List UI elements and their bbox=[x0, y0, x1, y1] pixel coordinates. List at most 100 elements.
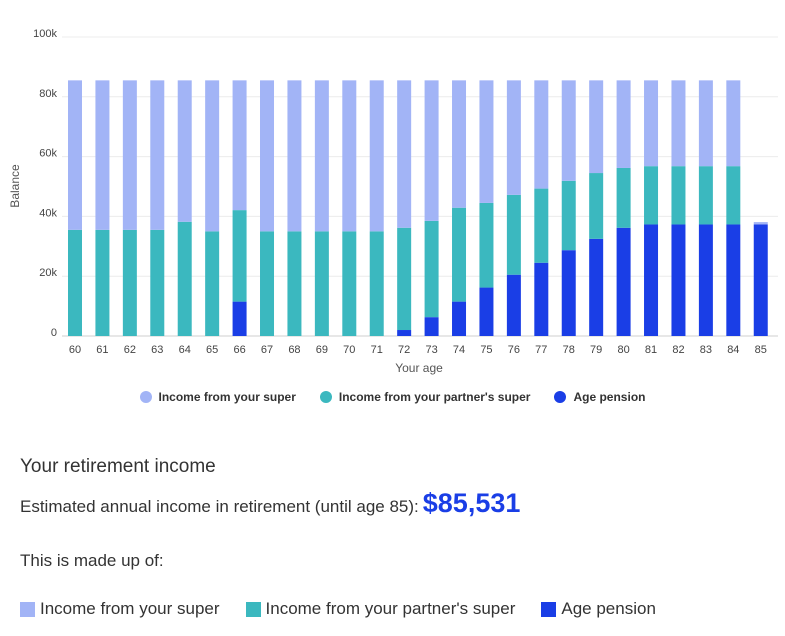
breakdown-swatch-age-pension bbox=[541, 601, 557, 617]
x-tick-label: 84 bbox=[727, 344, 739, 356]
legend-item-age-pension[interactable]: Age pension bbox=[554, 390, 645, 404]
bar-age-pension-84[interactable] bbox=[726, 224, 741, 336]
bar-age-pension-73[interactable] bbox=[424, 317, 439, 336]
bar-income-from-your-super-69[interactable] bbox=[314, 80, 329, 232]
bar-income-from-your-partner-s-super-73[interactable] bbox=[424, 220, 439, 318]
legend-item-partner-super[interactable]: Income from your partner's super bbox=[319, 390, 531, 404]
bar-income-from-your-partner-s-super-83[interactable] bbox=[698, 166, 713, 225]
bar-income-from-your-super-68[interactable] bbox=[287, 80, 302, 232]
bar-income-from-your-partner-s-super-81[interactable] bbox=[644, 166, 659, 225]
bar-age-pension-72[interactable] bbox=[397, 330, 412, 336]
bar-income-from-your-super-82[interactable] bbox=[671, 80, 686, 167]
breakdown-label-super: Income from your super bbox=[40, 599, 220, 618]
bar-income-from-your-partner-s-super-74[interactable] bbox=[452, 207, 467, 302]
bar-income-from-your-partner-s-super-70[interactable] bbox=[342, 231, 357, 336]
bar-age-pension-74[interactable] bbox=[452, 301, 467, 336]
bar-income-from-your-partner-s-super-62[interactable] bbox=[122, 229, 137, 336]
bar-income-from-your-partner-s-super-61[interactable] bbox=[95, 229, 110, 336]
legend-item-super[interactable]: Income from your super bbox=[139, 390, 296, 404]
bar-income-from-your-super-71[interactable] bbox=[369, 80, 384, 232]
bar-income-from-your-super-60[interactable] bbox=[68, 80, 82, 230]
bar-income-from-your-super-66[interactable] bbox=[232, 80, 247, 211]
bar-income-from-your-super-81[interactable] bbox=[644, 80, 659, 167]
x-tick-label: 75 bbox=[480, 344, 492, 356]
bar-income-from-your-super-67[interactable] bbox=[260, 80, 275, 232]
bar-income-from-your-super-77[interactable] bbox=[534, 80, 549, 189]
y-tick-label: 20k bbox=[39, 267, 57, 279]
bar-age-pension-80[interactable] bbox=[616, 227, 631, 336]
x-tick-label: 60 bbox=[69, 344, 81, 356]
income-breakdown-legend: Income from your super Income from your … bbox=[20, 599, 682, 619]
bar-age-pension-82[interactable] bbox=[671, 224, 686, 336]
bar-income-from-your-partner-s-super-77[interactable] bbox=[534, 188, 549, 263]
bar-income-from-your-partner-s-super-84[interactable] bbox=[726, 166, 741, 225]
bar-income-from-your-super-64[interactable] bbox=[177, 80, 192, 222]
bar-income-from-your-super-74[interactable] bbox=[452, 80, 467, 208]
x-tick-label: 81 bbox=[645, 344, 657, 356]
bar-age-pension-79[interactable] bbox=[589, 238, 604, 336]
made-up-of-text: This is made up of: bbox=[20, 551, 164, 570]
bar-income-from-your-super-78[interactable] bbox=[561, 80, 576, 181]
bar-income-from-your-super-72[interactable] bbox=[397, 80, 412, 228]
x-tick-label: 62 bbox=[124, 344, 136, 356]
bar-income-from-your-partner-s-super-78[interactable] bbox=[561, 180, 576, 251]
retirement-income-chart: 0 20k 40k 60k 80k 100k 60 61 62 63 64 65 66 67 68 69 70 7… bbox=[8, 28, 778, 375]
bar-income-from-your-super-84[interactable] bbox=[726, 80, 741, 167]
bar-income-from-your-partner-s-super-82[interactable] bbox=[671, 166, 686, 225]
bar-income-from-your-super-73[interactable] bbox=[424, 80, 439, 221]
bar-income-from-your-partner-s-super-69[interactable] bbox=[314, 231, 329, 336]
bar-age-pension-75[interactable] bbox=[479, 287, 494, 336]
bar-income-from-your-super-83[interactable] bbox=[698, 80, 713, 167]
bar-age-pension-76[interactable] bbox=[506, 274, 521, 336]
breakdown-item-age-pension: Age pension bbox=[541, 599, 656, 619]
bar-income-from-your-partner-s-super-66[interactable] bbox=[232, 210, 247, 302]
bar-income-from-your-partner-s-super-67[interactable] bbox=[260, 231, 275, 336]
x-tick-label: 66 bbox=[233, 344, 245, 356]
x-tick-label: 63 bbox=[151, 344, 163, 356]
breakdown-swatch-super bbox=[20, 601, 35, 617]
estimate-value: $85,531 bbox=[422, 488, 521, 518]
breakdown-item-super: Income from your super bbox=[20, 599, 220, 619]
bar-income-from-your-super-76[interactable] bbox=[506, 80, 521, 195]
y-tick-label: 100k bbox=[33, 28, 57, 40]
legend-label-partner-super: Income from your partner's super bbox=[338, 390, 531, 404]
y-axis-title: Balance bbox=[8, 164, 22, 208]
bar-income-from-your-super-80[interactable] bbox=[616, 80, 631, 168]
bar-income-from-your-partner-s-super-64[interactable] bbox=[177, 221, 192, 336]
bar-income-from-your-partner-s-super-63[interactable] bbox=[150, 229, 165, 336]
bar-income-from-your-partner-s-super-65[interactable] bbox=[205, 231, 220, 336]
bar-income-from-your-partner-s-super-72[interactable] bbox=[397, 227, 412, 331]
bar-age-pension-77[interactable] bbox=[534, 262, 549, 336]
bar-income-from-your-super-61[interactable] bbox=[95, 80, 110, 230]
x-tick-label: 83 bbox=[700, 344, 712, 356]
bar-income-from-your-super-70[interactable] bbox=[342, 80, 357, 232]
bar-income-from-your-super-79[interactable] bbox=[589, 80, 604, 174]
tick-labels: 0 20k 40k 60k 80k 100k 60 61 62 63 64 65 66 67 68 69 70 7… bbox=[33, 28, 767, 356]
bar-income-from-your-partner-s-super-80[interactable] bbox=[616, 167, 631, 228]
bar-income-from-your-partner-s-super-76[interactable] bbox=[506, 194, 521, 275]
x-tick-label: 74 bbox=[453, 344, 465, 356]
y-tick-label: 80k bbox=[39, 88, 57, 100]
bar-income-from-your-partner-s-super-79[interactable] bbox=[589, 173, 604, 239]
bar-income-from-your-super-63[interactable] bbox=[150, 80, 165, 230]
bar-age-pension-78[interactable] bbox=[561, 250, 576, 336]
estimated-income: Estimated annual income in retirement (u… bbox=[20, 488, 520, 519]
bar-income-from-your-super-62[interactable] bbox=[122, 80, 137, 230]
breakdown-label-partner-super: Income from your partner's super bbox=[265, 599, 516, 618]
x-tick-label: 82 bbox=[672, 344, 684, 356]
bar-age-pension-85[interactable] bbox=[753, 224, 768, 336]
x-tick-label: 78 bbox=[563, 344, 575, 356]
x-tick-label: 67 bbox=[261, 344, 273, 356]
bar-income-from-your-super-65[interactable] bbox=[205, 80, 220, 232]
bar-age-pension-66[interactable] bbox=[232, 301, 247, 336]
bar-income-from-your-super-85[interactable] bbox=[753, 222, 768, 225]
bar-income-from-your-partner-s-super-68[interactable] bbox=[287, 231, 302, 336]
bar-age-pension-81[interactable] bbox=[644, 224, 659, 336]
bar-income-from-your-partner-s-super-71[interactable] bbox=[369, 231, 384, 336]
bar-income-from-your-super-75[interactable] bbox=[479, 80, 494, 203]
bar-age-pension-83[interactable] bbox=[698, 224, 713, 336]
bar-income-from-your-partner-s-super-75[interactable] bbox=[479, 202, 494, 288]
x-tick-label: 80 bbox=[617, 344, 629, 356]
bar-income-from-your-partner-s-super-60[interactable] bbox=[68, 229, 82, 336]
legend-dot-age-pension bbox=[554, 391, 567, 403]
